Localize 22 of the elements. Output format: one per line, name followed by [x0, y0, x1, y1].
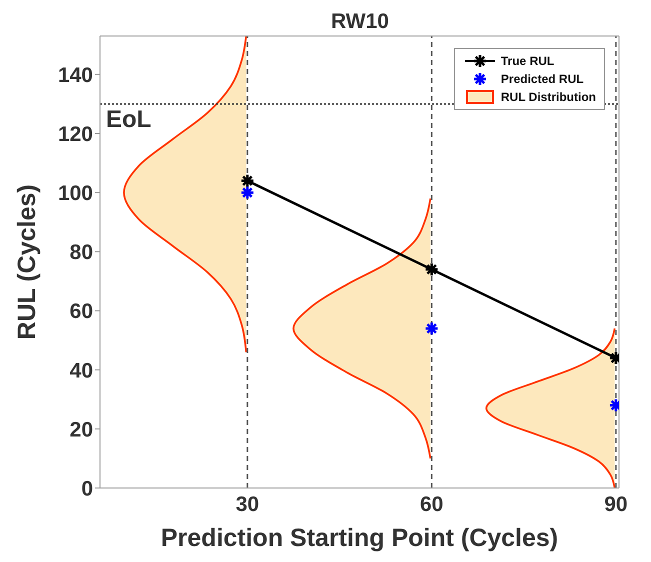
- legend-label: True RUL: [500, 54, 554, 68]
- legend-label: Predicted RUL: [500, 72, 584, 86]
- y-axis-title: RUL (Cycles): [12, 184, 41, 340]
- legend-label: RUL Distribution: [500, 90, 596, 104]
- chart-title: RW10: [330, 10, 390, 34]
- point: [240, 185, 255, 200]
- y-tick-label: 0: [81, 477, 93, 500]
- y-tick-label: 140: [58, 64, 93, 87]
- y-tick-label: 40: [70, 359, 93, 382]
- x-axis-title: Prediction Starting Point (Cycles): [160, 524, 558, 552]
- point: [424, 262, 439, 277]
- y-tick-label: 100: [58, 182, 93, 206]
- ref-line-label: EoL: [106, 106, 152, 133]
- y-tick-label: 20: [70, 418, 93, 442]
- y-tick-label: 80: [70, 241, 93, 264]
- point: [240, 174, 255, 188]
- point: [424, 321, 439, 336]
- x-tick-label: 60: [420, 492, 444, 516]
- x-tick-label: 30: [236, 492, 260, 516]
- y-tick-label: 60: [70, 300, 93, 324]
- x-tick-label: 90: [604, 492, 628, 516]
- y-tick-label: 120: [58, 122, 93, 146]
